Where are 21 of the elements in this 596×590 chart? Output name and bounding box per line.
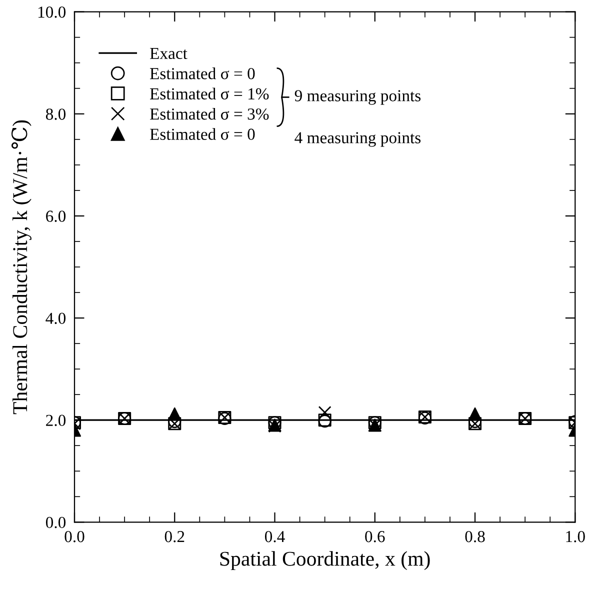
- x-tick-label: 0.4: [264, 530, 285, 542]
- x-tick-label: 0.2: [164, 530, 184, 542]
- y-axis-title: Thermal Conductivity, k (W/m·℃): [11, 120, 32, 414]
- legend-label: Estimated σ = 0: [150, 68, 255, 80]
- y-tick-label: 0.0: [46, 516, 66, 528]
- x-tick-label: 1.0: [566, 530, 585, 542]
- x-axis-title: Spatial Coordinate, x (m): [220, 551, 430, 570]
- y-tick-label: 2.0: [46, 414, 66, 426]
- legend-label: Estimated σ = 3%: [150, 108, 269, 120]
- annotation: 4 measuring points: [294, 132, 421, 147]
- x-tick-label: 0.0: [64, 530, 84, 542]
- x-tick-label: 0.6: [365, 530, 385, 542]
- annotation: 9 measuring points: [294, 90, 421, 105]
- y-tick-label: 6.0: [46, 210, 66, 222]
- legend-label: Exact: [150, 48, 188, 60]
- legend-label: Estimated σ = 1%: [150, 88, 269, 100]
- y-tick-label: 4.0: [46, 312, 66, 324]
- y-tick-label: 10.0: [38, 6, 66, 18]
- x-tick-label: 0.8: [465, 530, 485, 542]
- y-tick-label: 8.0: [46, 108, 66, 120]
- legend-label: Estimated σ = 0: [150, 128, 255, 140]
